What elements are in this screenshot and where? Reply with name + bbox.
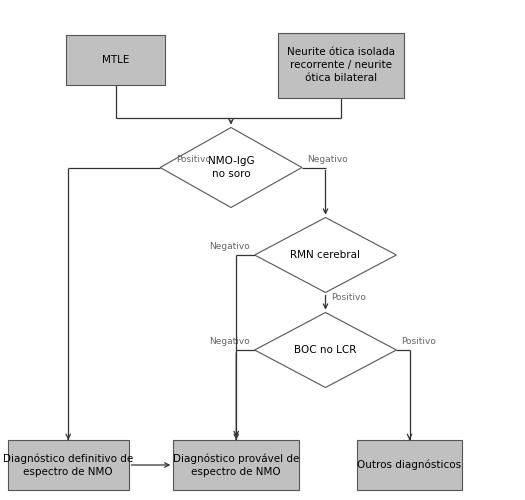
Text: Negativo: Negativo — [208, 337, 249, 346]
Polygon shape — [160, 128, 302, 208]
FancyBboxPatch shape — [278, 32, 404, 98]
Text: Neurite ótica isolada
recorrente / neurite
ótica bilateral: Neurite ótica isolada recorrente / neuri… — [287, 47, 395, 83]
Text: BOC no LCR: BOC no LCR — [295, 345, 356, 355]
Text: NMO-IgG
no soro: NMO-IgG no soro — [208, 156, 254, 179]
Text: Negativo: Negativo — [208, 242, 249, 251]
FancyBboxPatch shape — [66, 35, 165, 85]
Text: Outros diagnósticos: Outros diagnósticos — [358, 460, 461, 470]
Text: Positivo: Positivo — [402, 337, 436, 346]
Text: Negativo: Negativo — [307, 154, 348, 164]
Text: Positivo: Positivo — [331, 294, 365, 302]
Text: Diagnóstico provável de
espectro de NMO: Diagnóstico provável de espectro de NMO — [173, 454, 299, 476]
Polygon shape — [255, 218, 396, 292]
Polygon shape — [255, 312, 396, 388]
FancyBboxPatch shape — [357, 440, 462, 490]
Text: Positivo: Positivo — [176, 154, 211, 164]
Text: Diagnóstico definitivo de
espectro de NMO: Diagnóstico definitivo de espectro de NM… — [3, 454, 133, 476]
FancyBboxPatch shape — [8, 440, 129, 490]
FancyBboxPatch shape — [173, 440, 299, 490]
Text: MTLE: MTLE — [102, 55, 129, 65]
Text: RMN cerebral: RMN cerebral — [290, 250, 361, 260]
